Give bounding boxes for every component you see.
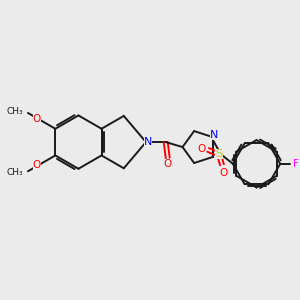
Text: F: F	[293, 159, 299, 169]
Text: O: O	[33, 114, 41, 124]
Text: N: N	[210, 130, 218, 140]
Text: CH₃: CH₃	[6, 168, 23, 177]
Text: O: O	[220, 168, 228, 178]
Text: O: O	[197, 144, 205, 154]
Text: S: S	[215, 149, 223, 159]
Text: CH₃: CH₃	[6, 107, 23, 116]
Text: O: O	[33, 160, 41, 170]
Text: N: N	[144, 137, 152, 147]
Text: O: O	[164, 159, 172, 169]
